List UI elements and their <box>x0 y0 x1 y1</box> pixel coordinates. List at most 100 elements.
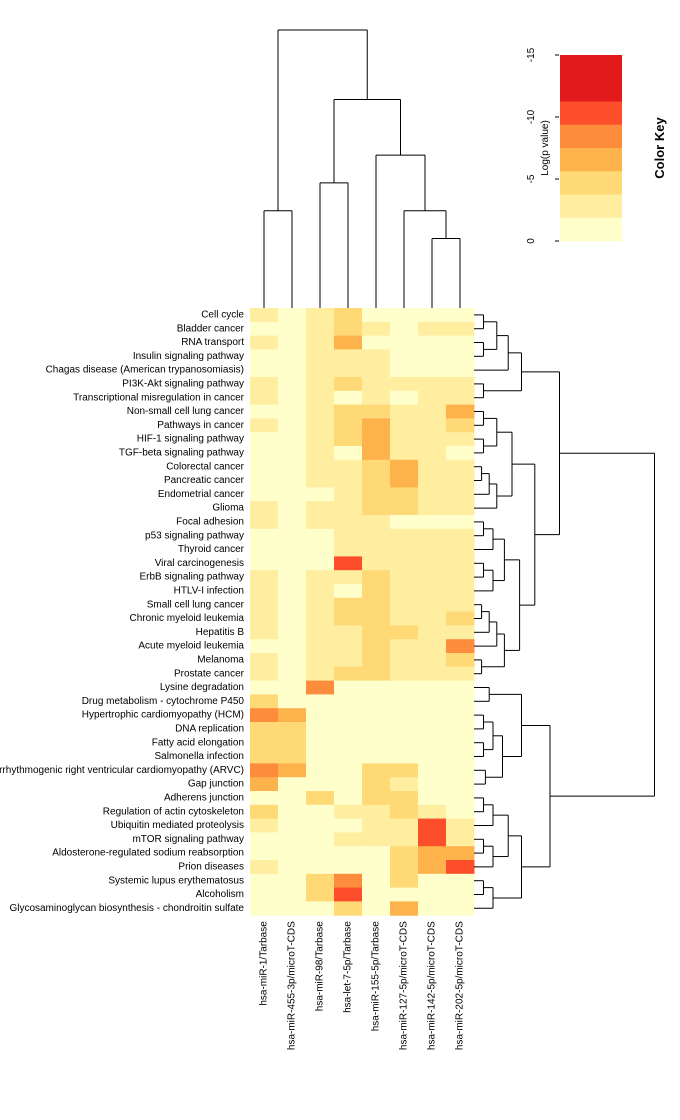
heatmap-cell <box>446 570 475 584</box>
row-label: Arrhythmogenic right ventricular cardiom… <box>0 765 244 776</box>
heatmap-cell <box>362 667 391 681</box>
color-key-band <box>560 55 622 79</box>
row-label: Glycosaminoglycan biosynthesis - chondro… <box>9 903 244 914</box>
heatmap-cell <box>250 901 279 915</box>
row-label: Regulation of actin cytoskeleton <box>103 806 244 817</box>
heatmap-cell <box>418 556 447 570</box>
heatmap-cell <box>362 819 391 833</box>
row-label: HIF-1 signaling pathway <box>137 434 244 445</box>
heatmap-cell <box>334 405 363 419</box>
heatmap-cell <box>306 832 335 846</box>
heatmap-cell <box>278 446 307 460</box>
heatmap-cell <box>362 722 391 736</box>
heatmap-cell <box>334 832 363 846</box>
heatmap-cell <box>446 763 475 777</box>
heatmap-cell <box>418 763 447 777</box>
heatmap-cell <box>418 405 447 419</box>
heatmap-cell <box>390 832 419 846</box>
heatmap-cell <box>446 460 475 474</box>
heatmap-cell <box>306 432 335 446</box>
heatmap-cell <box>418 460 447 474</box>
heatmap-cell <box>362 308 391 322</box>
heatmap-cell <box>278 529 307 543</box>
heatmap-cell <box>362 474 391 488</box>
heatmap-cell <box>418 474 447 488</box>
heatmap-cell <box>362 391 391 405</box>
heatmap-cell <box>418 653 447 667</box>
heatmap-cell <box>390 888 419 902</box>
color-key-tick-label: -15 <box>526 47 537 62</box>
heatmap-cell <box>278 501 307 515</box>
row-label: Non-small cell lung cancer <box>127 406 245 417</box>
heatmap-cell <box>306 460 335 474</box>
heatmap-cell <box>446 556 475 570</box>
heatmap-cell <box>446 819 475 833</box>
heatmap-cell <box>278 487 307 501</box>
heatmap-cell <box>446 322 475 336</box>
heatmap-cell <box>418 515 447 529</box>
heatmap-cell <box>306 791 335 805</box>
heatmap-cell <box>306 501 335 515</box>
heatmap-cell <box>362 363 391 377</box>
row-label: Hepatitis B <box>196 627 245 638</box>
heatmap-cell <box>278 860 307 874</box>
heatmap-cell <box>306 322 335 336</box>
heatmap-cell <box>446 722 475 736</box>
heatmap-cell <box>362 777 391 791</box>
row-label: PI3K-Akt signaling pathway <box>122 379 244 390</box>
heatmap-cell <box>278 874 307 888</box>
heatmap-cell <box>418 777 447 791</box>
heatmap-cell <box>334 681 363 695</box>
heatmap-cell <box>362 487 391 501</box>
color-key-tick-label: -10 <box>526 109 537 124</box>
heatmap-cell <box>362 763 391 777</box>
color-key-band <box>560 125 622 149</box>
heatmap-cell <box>362 708 391 722</box>
heatmap-cell <box>334 888 363 902</box>
heatmap-cell <box>250 736 279 750</box>
heatmap-cell <box>250 487 279 501</box>
heatmap-cell <box>390 722 419 736</box>
heatmap-cell <box>306 612 335 626</box>
heatmap-cell <box>278 405 307 419</box>
heatmap-cell <box>306 805 335 819</box>
heatmap-cell <box>334 322 363 336</box>
heatmap-cell <box>418 639 447 653</box>
heatmap-cell <box>334 777 363 791</box>
heatmap-cell <box>446 653 475 667</box>
heatmap-cell <box>334 874 363 888</box>
heatmap-cell <box>418 736 447 750</box>
row-label: Chronic myeloid leukemia <box>130 613 245 624</box>
heatmap-cell <box>306 819 335 833</box>
heatmap-cell <box>250 874 279 888</box>
heatmap-cell <box>278 515 307 529</box>
heatmap-cell <box>250 474 279 488</box>
heatmap-cell <box>278 625 307 639</box>
row-label: TGF-beta signaling pathway <box>119 448 244 459</box>
heatmap-cell <box>250 819 279 833</box>
row-label: DNA replication <box>175 724 244 735</box>
heatmap-cell <box>418 625 447 639</box>
heatmap-cell <box>334 625 363 639</box>
heatmap-cell <box>362 405 391 419</box>
heatmap-cell <box>250 543 279 557</box>
heatmap-cell <box>306 846 335 860</box>
heatmap-cell <box>306 763 335 777</box>
heatmap-cell <box>306 570 335 584</box>
heatmap-cell <box>418 722 447 736</box>
row-label: Hypertrophic cardiomyopathy (HCM) <box>82 710 244 721</box>
heatmap-cell <box>362 515 391 529</box>
row-label: mTOR signaling pathway <box>132 834 244 845</box>
heatmap-cell <box>250 667 279 681</box>
color-key-tick-label: -5 <box>526 174 537 183</box>
heatmap-cell <box>278 694 307 708</box>
heatmap-cell <box>446 805 475 819</box>
heatmap-cell <box>278 391 307 405</box>
heatmap-cell <box>278 543 307 557</box>
heatmap-cell <box>418 336 447 350</box>
heatmap-cell <box>362 832 391 846</box>
heatmap-cell <box>446 584 475 598</box>
heatmap-cell <box>250 363 279 377</box>
heatmap-cell <box>446 901 475 915</box>
heatmap-cell <box>278 308 307 322</box>
